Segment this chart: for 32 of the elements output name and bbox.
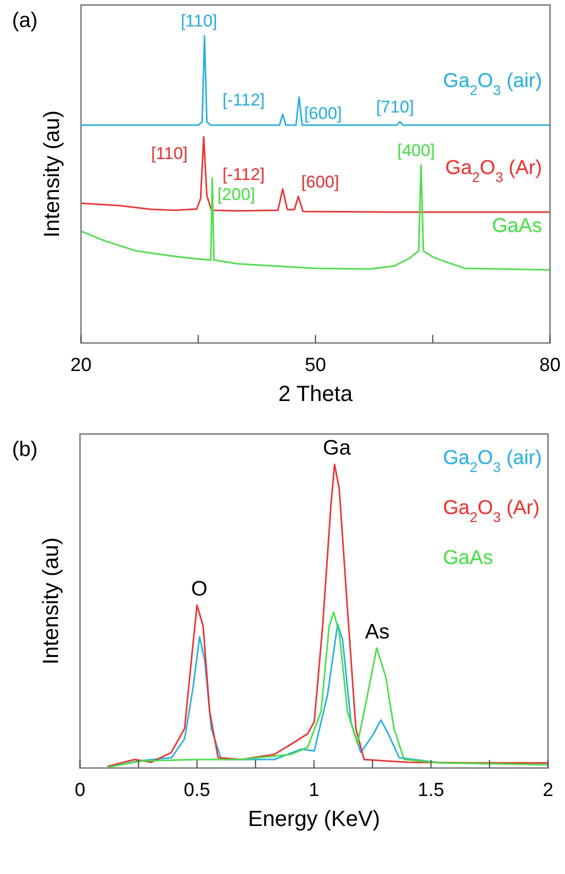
annotation: [110]: [151, 144, 188, 163]
series-label: Ga$_{2}$O$_{3}$ (air): [443, 70, 542, 98]
annotation: [600]: [304, 104, 342, 124]
chart-title: (b): [12, 438, 38, 461]
x-axis-title: Energy (KeV): [248, 806, 380, 831]
annotation: Ga: [322, 436, 352, 460]
annotation: [710]: [376, 98, 414, 117]
annotation: [200]: [217, 184, 256, 204]
x-tick-label: 20: [70, 355, 92, 376]
y-axis-title: Intensity (au): [38, 537, 63, 665]
text: GaAs: [443, 547, 494, 569]
annotation: O: [191, 577, 208, 600]
chart-title: (a): [12, 9, 38, 32]
x-tick-label: 1: [308, 780, 320, 801]
annotation: As: [364, 620, 390, 644]
annotation: [-112]: [222, 90, 265, 110]
x-tick-label: 0: [74, 780, 86, 801]
text: Ga$_{2}$O$_{3}$ (Ar): [443, 497, 540, 525]
annotation: [110]: [180, 12, 218, 31]
series-label: GaAs: [492, 214, 542, 237]
x-tick-label: 50: [304, 355, 326, 376]
annotation: [-112]: [222, 164, 265, 184]
annotation: [600]: [301, 172, 340, 192]
x-tick-label: 0.5: [184, 780, 210, 801]
y-axis-title: Intensity (au): [39, 110, 64, 238]
x-axis-title: 2 Theta: [278, 381, 354, 406]
x-tick-label: 80: [539, 355, 561, 376]
series-label: Ga$_{2}$O$_{3}$ (Ar): [445, 157, 542, 186]
x-tick-label: 1.5: [418, 780, 444, 801]
annotation: [400]: [397, 141, 436, 160]
text: Ga$_{2}$O$_{3}$ (air): [443, 447, 542, 475]
x-tick-label: 2: [542, 780, 554, 801]
